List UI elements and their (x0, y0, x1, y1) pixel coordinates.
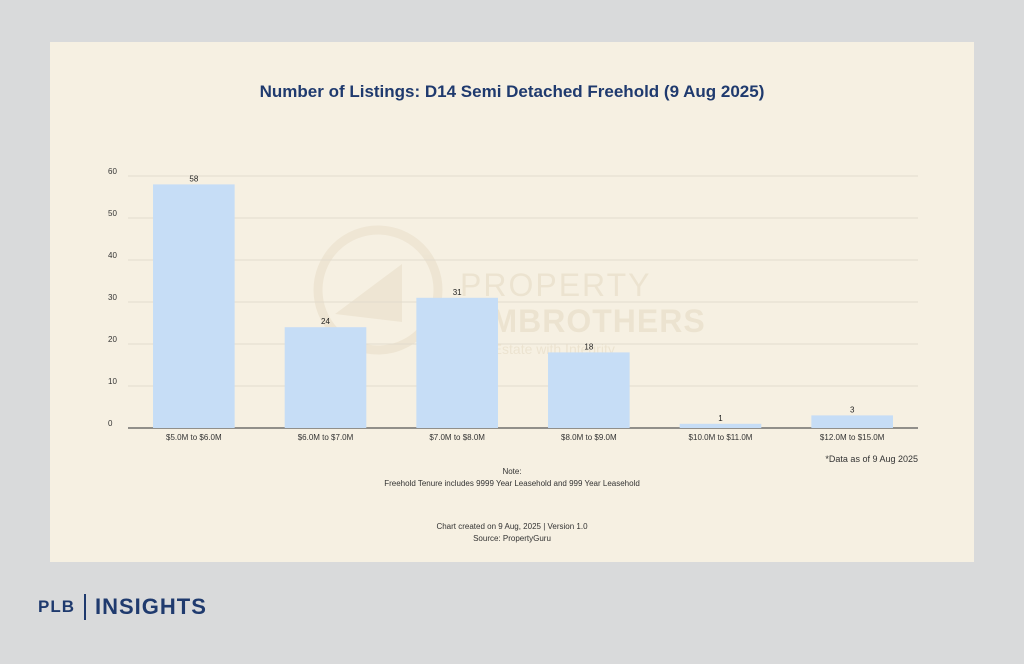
y-tick-label: 40 (108, 251, 117, 260)
y-tick-label: 50 (108, 209, 117, 218)
bar-value-label: 58 (189, 174, 198, 183)
bar (679, 423, 762, 428)
bars-layer (153, 184, 893, 428)
x-tick-label: $12.0M to $15.0M (820, 433, 885, 442)
bar-value-label: 18 (584, 342, 593, 351)
data-as-of-note: *Data as of 9 Aug 2025 (825, 454, 918, 464)
bar-value-label: 24 (321, 317, 330, 326)
brand-separator (84, 594, 86, 620)
brand-plb: PLB (38, 597, 75, 616)
chart-created-text: Chart created on 9 Aug, 2025 | Version 1… (436, 522, 588, 531)
x-tick-label: $8.0M to $9.0M (561, 433, 617, 442)
note-heading: Note: (502, 467, 522, 476)
y-tick-label: 20 (108, 335, 117, 344)
y-tick-label: 30 (108, 293, 117, 302)
note-text: Freehold Tenure includes 9999 Year Lease… (384, 479, 640, 488)
y-tick-label: 60 (108, 167, 117, 176)
labels-layer: 0 10 20 30 40 50 60 58 $5.0M to $6.0M 24 $6.0M to … (108, 167, 885, 442)
brand-insights: INSIGHTS (95, 594, 207, 619)
x-tick-label: $7.0M to $8.0M (429, 433, 485, 442)
bar (811, 415, 893, 428)
grid-layer (128, 175, 918, 429)
source-text: Source: PropertyGuru (473, 534, 551, 543)
bar (284, 327, 367, 428)
bar (153, 184, 235, 428)
bar-value-label: 1 (718, 414, 723, 423)
bar (548, 352, 630, 428)
bar-value-label: 31 (453, 288, 462, 297)
x-tick-label: $10.0M to $11.0M (689, 433, 753, 442)
chart-title: Number of Listings: D14 Semi Detached Fr… (259, 82, 765, 101)
note-block: Note: Freehold Tenure includes 9999 Year… (50, 466, 974, 490)
watermark: PROPERTY LIMBROTHERS Real Estate with In… (313, 225, 706, 357)
watermark-line1: PROPERTY (460, 267, 651, 303)
brand-logo: PLB INSIGHTS (38, 594, 207, 620)
watermark-logo-mark (335, 264, 402, 322)
chart-panel: Number of Listings: D14 Semi Detached Fr… (50, 42, 974, 562)
watermark-line2: LIMBROTHERS (460, 303, 706, 339)
bar-chart: PROPERTY LIMBROTHERS Real Estate with In… (108, 167, 918, 442)
footer-block: Chart created on 9 Aug, 2025 | Version 1… (50, 521, 974, 545)
y-tick-label: 0 (108, 419, 113, 428)
bar (416, 297, 498, 428)
x-tick-label: $5.0M to $6.0M (166, 433, 222, 442)
bar-value-label: 3 (850, 405, 855, 414)
x-tick-label: $6.0M to $7.0M (298, 433, 354, 442)
y-tick-label: 10 (108, 377, 117, 386)
watermark-logo-icon (313, 225, 443, 355)
